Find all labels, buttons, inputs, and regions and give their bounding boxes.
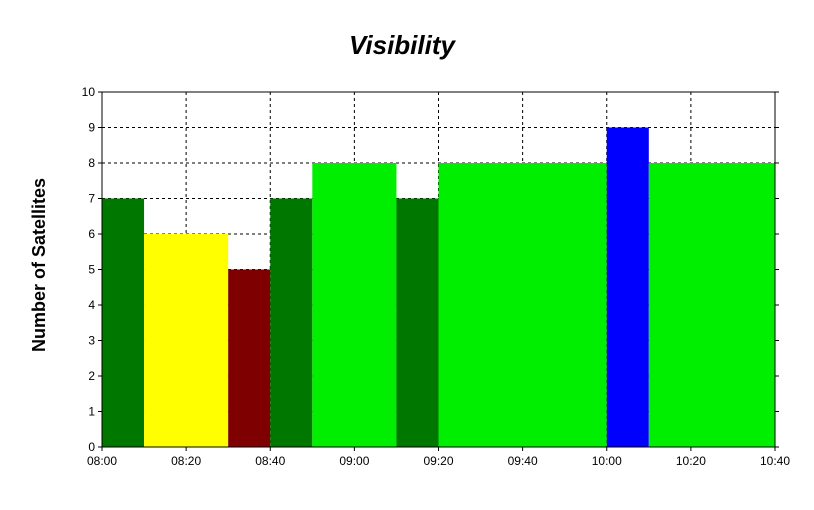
bar <box>144 234 229 447</box>
bar <box>396 198 439 447</box>
y-tick-label: 10 <box>82 85 96 99</box>
y-tick-label: 3 <box>88 334 95 348</box>
y-tick-label: 7 <box>88 192 95 206</box>
y-tick-label: 8 <box>88 156 95 170</box>
bar <box>606 127 649 447</box>
y-tick-label: 5 <box>88 263 95 277</box>
chart-title: Visibility <box>349 30 456 60</box>
x-tick-label: 08:40 <box>255 454 285 468</box>
bar <box>312 163 397 447</box>
x-tick-label: 09:00 <box>339 454 369 468</box>
y-tick-label: 9 <box>88 121 95 135</box>
y-tick-label: 0 <box>88 440 95 454</box>
y-tick-label: 6 <box>88 227 95 241</box>
bar <box>438 163 607 447</box>
x-tick-label: 10:00 <box>592 454 622 468</box>
x-tick-label: 09:20 <box>423 454 453 468</box>
bar <box>648 163 775 447</box>
bar <box>270 198 313 447</box>
x-tick-label: 09:40 <box>508 454 538 468</box>
bars <box>102 127 775 447</box>
y-axis-label: Number of Satellites <box>29 178 49 352</box>
y-tick-label: 1 <box>88 405 95 419</box>
y-tick-label: 4 <box>88 298 95 312</box>
bar <box>228 269 271 447</box>
x-tick-label: 08:20 <box>171 454 201 468</box>
bar <box>102 198 145 447</box>
x-tick-label: 10:20 <box>676 454 706 468</box>
x-tick-label: 08:00 <box>87 454 117 468</box>
axis-ticks: 0 1 2 3 4 5 6 7 8 9 10 08:00 08:20 08:40 09:00 09:20 09:… <box>82 85 791 468</box>
x-tick-label: 10:40 <box>760 454 790 468</box>
y-tick-label: 2 <box>88 369 95 383</box>
